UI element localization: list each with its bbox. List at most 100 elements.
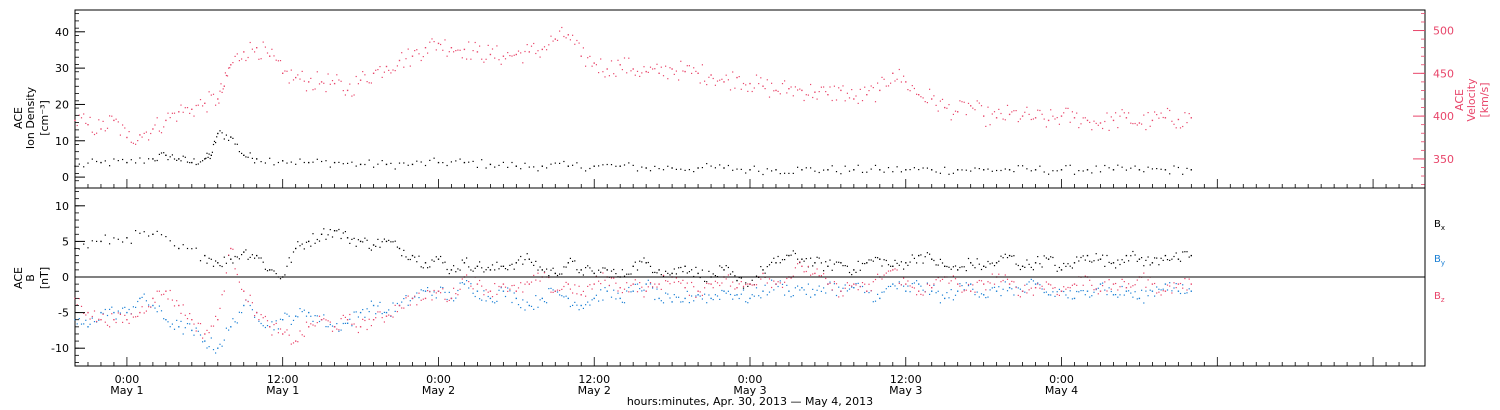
by-point: [102, 312, 104, 315]
velocity-point: [323, 82, 325, 84]
velocity-point: [150, 132, 152, 135]
bx-point: [812, 265, 814, 267]
density-point: [766, 168, 768, 170]
density-point: [359, 163, 362, 166]
by-point: [842, 287, 844, 289]
velocity-point: [719, 79, 721, 81]
bz-point: [1099, 290, 1102, 292]
bz-point: [667, 280, 669, 282]
velocity-point: [937, 110, 939, 112]
bx-point: [1071, 267, 1073, 269]
by-point: [355, 311, 357, 313]
velocity-point: [206, 111, 208, 113]
by-point: [210, 337, 212, 339]
by-point: [543, 301, 546, 303]
velocity-point: [362, 71, 364, 73]
bz-point: [215, 315, 217, 317]
bx-point: [210, 258, 212, 260]
velocity-point: [353, 94, 355, 96]
by-point: [684, 297, 686, 300]
bx-point: [1138, 258, 1141, 260]
density-point: [909, 169, 911, 171]
by-point: [156, 311, 158, 313]
velocity-point: [842, 85, 844, 87]
by-point: [230, 326, 232, 328]
velocity-point: [91, 131, 93, 133]
velocity-point: [333, 82, 336, 85]
density-point: [1048, 173, 1050, 175]
velocity-point: [628, 57, 630, 59]
density-point: [918, 169, 920, 171]
by-point: [602, 299, 604, 301]
velocity-point: [1047, 119, 1050, 122]
velocity-point: [1052, 115, 1054, 117]
by-point: [716, 295, 719, 297]
bz-point: [665, 280, 667, 282]
bz-point: [654, 283, 656, 285]
bz-point: [234, 268, 236, 270]
bz-point: [615, 282, 617, 284]
velocity-point: [446, 55, 448, 57]
velocity-point: [993, 111, 996, 113]
legend-by-main: B: [1434, 254, 1441, 265]
velocity-point: [565, 37, 567, 39]
bx-point: [344, 231, 346, 233]
by-point: [885, 288, 887, 290]
velocity-point: [1086, 119, 1089, 122]
bx-point: [1115, 267, 1117, 269]
bx-point: [559, 273, 561, 275]
velocity-point: [952, 113, 954, 115]
bx-point: [816, 256, 818, 258]
velocity-point: [935, 104, 937, 106]
velocity-point: [820, 86, 822, 88]
bz-point: [1102, 285, 1104, 287]
bx-point: [448, 273, 450, 275]
by-point: [459, 282, 461, 284]
bz-point: [1043, 288, 1045, 290]
bx-point: [952, 266, 954, 268]
by-point: [768, 291, 771, 293]
bx-point: [1000, 255, 1002, 257]
bx-point: [686, 272, 688, 274]
density-point: [169, 156, 171, 158]
bz-point: [974, 291, 976, 293]
velocity-point: [448, 51, 450, 53]
velocity-point: [946, 107, 948, 109]
bz-point: [851, 285, 853, 287]
velocity-point: [1188, 113, 1190, 115]
bx-point: [853, 269, 855, 271]
bx-point: [602, 267, 604, 269]
bx-point: [91, 240, 93, 242]
bx-point: [1008, 254, 1011, 257]
by-point: [305, 315, 308, 317]
density-point: [1008, 169, 1011, 171]
bx-point: [788, 254, 790, 257]
bz-point: [1121, 278, 1123, 280]
by-point: [762, 290, 764, 292]
bx-point: [416, 261, 418, 263]
bz-point: [1179, 282, 1182, 285]
bx-point: [299, 245, 301, 247]
bx-point: [1004, 253, 1006, 255]
bz-point: [745, 283, 747, 286]
by-point: [528, 304, 530, 307]
bx-point: [269, 269, 271, 271]
density-point: [215, 142, 217, 144]
bz-point: [812, 273, 814, 275]
by-point: [948, 297, 950, 299]
by-point: [249, 304, 251, 307]
velocity-point: [405, 58, 407, 60]
velocity-point: [247, 56, 249, 59]
density-point: [476, 166, 478, 168]
by-point: [414, 296, 416, 298]
velocity-point: [1054, 118, 1056, 120]
velocity-point: [548, 44, 550, 46]
by-point: [204, 340, 206, 342]
bx-point: [1013, 255, 1015, 257]
bz-point: [481, 285, 483, 287]
velocity-point: [771, 82, 773, 84]
bz-point: [725, 278, 727, 280]
by-point: [1071, 298, 1073, 300]
by-point: [1128, 290, 1130, 292]
velocity-point: [961, 101, 963, 103]
